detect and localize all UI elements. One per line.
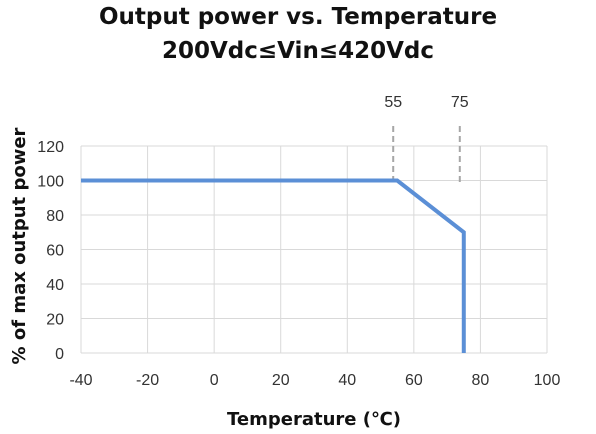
series-line bbox=[81, 178, 466, 353]
chart-title: Output power vs. Temperature bbox=[98, 4, 498, 30]
series-group bbox=[81, 178, 466, 353]
reference-line-label: 75 bbox=[451, 94, 469, 111]
x-tick-label: 100 bbox=[534, 372, 561, 389]
y-tick-label: 20 bbox=[46, 312, 64, 329]
y-axis-title: % of max output power bbox=[9, 127, 30, 364]
x-tick-label: 20 bbox=[272, 372, 290, 389]
x-tick-label: -20 bbox=[136, 372, 159, 389]
y-tick-label: 40 bbox=[46, 277, 64, 294]
x-axis-title: Temperature (℃) bbox=[227, 409, 401, 430]
y-tick-label: 0 bbox=[55, 346, 64, 363]
y-tick-label: 60 bbox=[46, 243, 64, 260]
y-tick-labels: 0 20 40 60 80 100 120 bbox=[37, 139, 64, 363]
x-tick-label: 60 bbox=[405, 372, 423, 389]
y-tick-label: 80 bbox=[46, 208, 64, 225]
y-tick-label: 100 bbox=[37, 174, 64, 191]
x-tick-labels: -40 -20 0 20 40 60 80 100 bbox=[69, 372, 560, 389]
y-tick-label: 120 bbox=[37, 139, 64, 156]
x-tick-label: 80 bbox=[472, 372, 490, 389]
gridlines bbox=[80, 145, 548, 354]
x-tick-label: 0 bbox=[210, 372, 219, 389]
x-tick-label: 40 bbox=[338, 372, 356, 389]
x-tick-label: -40 bbox=[69, 372, 92, 389]
reference-lines: 55 75 bbox=[384, 94, 469, 183]
chart-subtitle: 200Vdc≤Vin≤420Vdc bbox=[161, 38, 434, 64]
reference-line-label: 55 bbox=[384, 94, 402, 111]
